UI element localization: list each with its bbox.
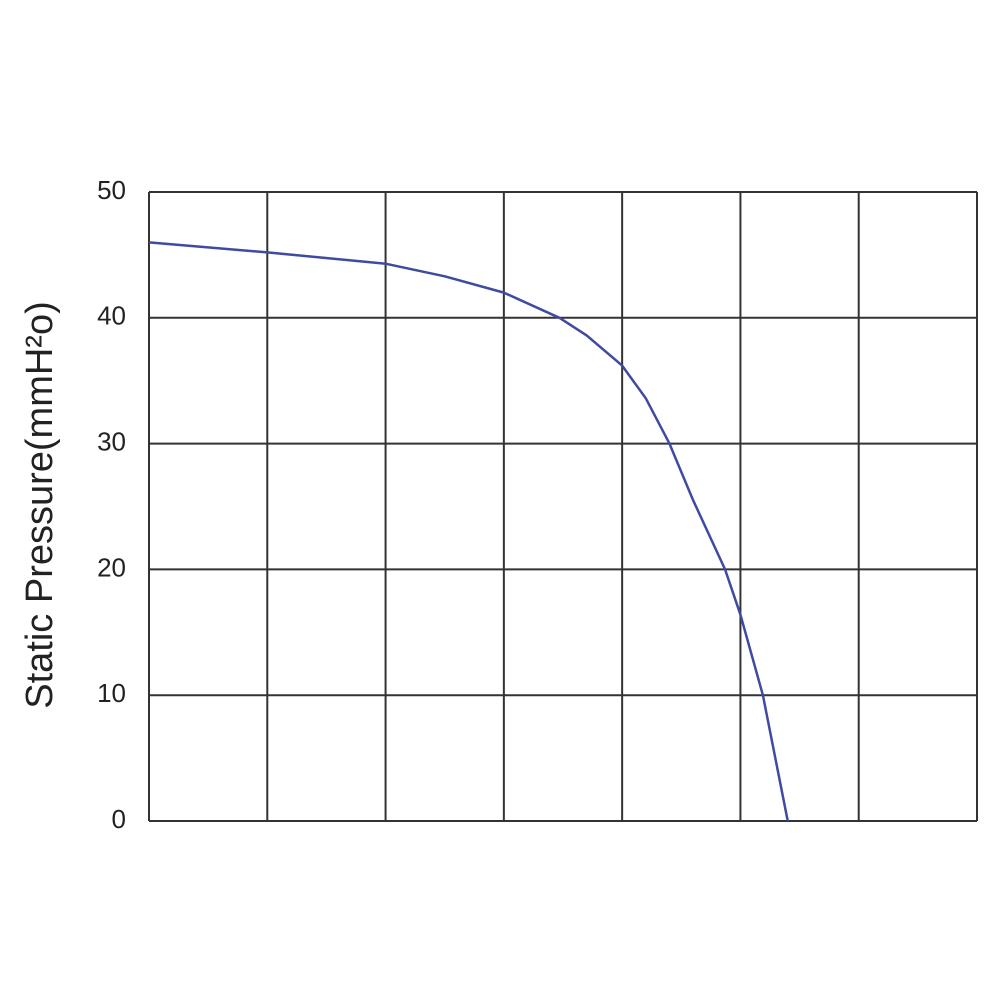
y-tick-label: 50	[97, 175, 126, 205]
y-tick-label: 10	[97, 678, 126, 708]
y-axis-label: Static Pressure(mmH²o)	[19, 301, 61, 709]
y-tick-label: 0	[112, 804, 126, 834]
y-tick-label: 20	[97, 552, 126, 582]
y-tick-label: 40	[97, 301, 126, 331]
data-line	[148, 241, 789, 822]
y-tick-label: 30	[97, 426, 126, 456]
